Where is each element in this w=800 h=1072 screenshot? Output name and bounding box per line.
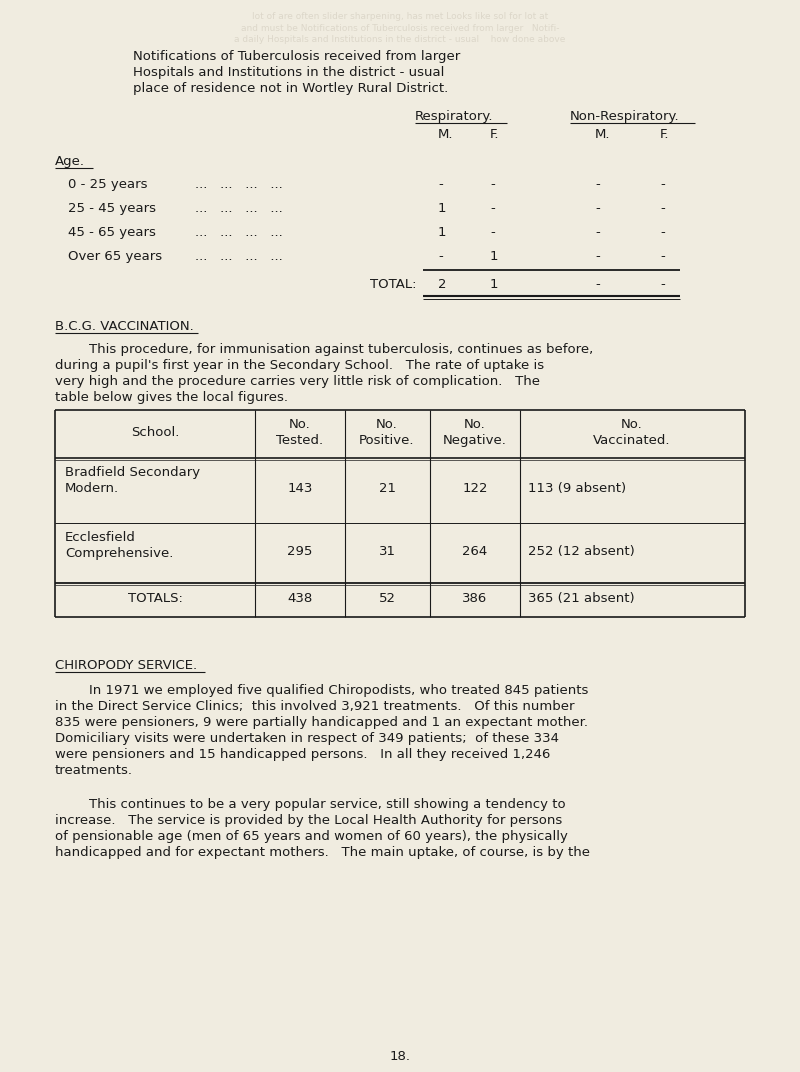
Text: Negative.: Negative. bbox=[443, 434, 507, 447]
Text: 122: 122 bbox=[462, 482, 488, 495]
Text: -: - bbox=[438, 250, 442, 263]
Text: This continues to be a very popular service, still showing a tendency to: This continues to be a very popular serv… bbox=[55, 798, 566, 812]
Text: M.: M. bbox=[438, 128, 454, 142]
Text: and must be Notifications of Tuberculosis received from larger   Notifi-: and must be Notifications of Tuberculosi… bbox=[241, 24, 559, 33]
Text: place of residence not in Wortley Rural District.: place of residence not in Wortley Rural … bbox=[133, 81, 448, 95]
Text: Hospitals and Institutions in the district - usual: Hospitals and Institutions in the distri… bbox=[133, 66, 444, 79]
Text: -: - bbox=[490, 226, 494, 239]
Text: 1: 1 bbox=[490, 250, 498, 263]
Text: were pensioners and 15 handicapped persons.   In all they received 1,246: were pensioners and 15 handicapped perso… bbox=[55, 748, 550, 761]
Text: TOTALS:: TOTALS: bbox=[127, 592, 182, 605]
Text: lot of are often slider sharpening, has met Looks like sol for lot at: lot of are often slider sharpening, has … bbox=[252, 12, 548, 21]
Text: in the Direct Service Clinics;  this involved 3,921 treatments.   Of this number: in the Direct Service Clinics; this invo… bbox=[55, 700, 574, 713]
Text: No.: No. bbox=[289, 418, 311, 431]
Text: Tested.: Tested. bbox=[277, 434, 323, 447]
Text: -: - bbox=[438, 178, 442, 191]
Text: -: - bbox=[660, 278, 665, 291]
Text: No.: No. bbox=[464, 418, 486, 431]
Text: 25 - 45 years: 25 - 45 years bbox=[68, 202, 156, 215]
Text: B.C.G. VACCINATION.: B.C.G. VACCINATION. bbox=[55, 321, 194, 333]
Text: 2: 2 bbox=[438, 278, 446, 291]
Text: Notifications of Tuberculosis received from larger: Notifications of Tuberculosis received f… bbox=[133, 50, 460, 63]
Text: 113 (9 absent): 113 (9 absent) bbox=[528, 482, 626, 495]
Text: -: - bbox=[595, 250, 600, 263]
Text: F.: F. bbox=[660, 128, 670, 142]
Text: This procedure, for immunisation against tuberculosis, continues as before,: This procedure, for immunisation against… bbox=[55, 343, 594, 356]
Text: Bradfield Secondary: Bradfield Secondary bbox=[65, 466, 200, 479]
Text: -: - bbox=[595, 226, 600, 239]
Text: during a pupil's first year in the Secondary School.   The rate of uptake is: during a pupil's first year in the Secon… bbox=[55, 359, 544, 372]
Text: 252 (12 absent): 252 (12 absent) bbox=[528, 545, 634, 559]
Text: No.: No. bbox=[621, 418, 643, 431]
Text: 264: 264 bbox=[462, 545, 488, 559]
Text: ...   ...   ...   ...: ... ... ... ... bbox=[195, 202, 282, 215]
Text: ...   ...   ...   ...: ... ... ... ... bbox=[195, 178, 282, 191]
Text: Non-Respiratory.: Non-Respiratory. bbox=[570, 110, 680, 123]
Text: 295: 295 bbox=[287, 545, 313, 559]
Text: 45 - 65 years: 45 - 65 years bbox=[68, 226, 156, 239]
Text: 1: 1 bbox=[490, 278, 498, 291]
Text: -: - bbox=[595, 178, 600, 191]
Text: handicapped and for expectant mothers.   The main uptake, of course, is by the: handicapped and for expectant mothers. T… bbox=[55, 846, 590, 859]
Text: Domiciliary visits were undertaken in respect of 349 patients;  of these 334: Domiciliary visits were undertaken in re… bbox=[55, 732, 559, 745]
Text: -: - bbox=[660, 250, 665, 263]
Text: F.: F. bbox=[490, 128, 499, 142]
Text: 21: 21 bbox=[378, 482, 395, 495]
Text: treatments.: treatments. bbox=[55, 764, 133, 777]
Text: Comprehensive.: Comprehensive. bbox=[65, 547, 174, 560]
Text: Age.: Age. bbox=[55, 155, 85, 168]
Text: -: - bbox=[595, 278, 600, 291]
Text: ...   ...   ...   ...: ... ... ... ... bbox=[195, 226, 282, 239]
Text: increase.   The service is provided by the Local Health Authority for persons: increase. The service is provided by the… bbox=[55, 814, 562, 827]
Text: 1: 1 bbox=[438, 226, 446, 239]
Text: -: - bbox=[595, 202, 600, 215]
Text: of pensionable age (men of 65 years and women of 60 years), the physically: of pensionable age (men of 65 years and … bbox=[55, 830, 568, 843]
Text: Over 65 years: Over 65 years bbox=[68, 250, 162, 263]
Text: 365 (21 absent): 365 (21 absent) bbox=[528, 592, 634, 605]
Text: very high and the procedure carries very little risk of complication.   The: very high and the procedure carries very… bbox=[55, 375, 540, 388]
Text: Vaccinated.: Vaccinated. bbox=[594, 434, 670, 447]
Text: ...   ...   ...   ...: ... ... ... ... bbox=[195, 250, 282, 263]
Text: M.: M. bbox=[595, 128, 610, 142]
Text: 18.: 18. bbox=[390, 1049, 410, 1063]
Text: -: - bbox=[490, 202, 494, 215]
Text: -: - bbox=[660, 202, 665, 215]
Text: School.: School. bbox=[131, 426, 179, 440]
Text: Modern.: Modern. bbox=[65, 482, 119, 495]
Text: Ecclesfield: Ecclesfield bbox=[65, 531, 136, 544]
Text: 0 - 25 years: 0 - 25 years bbox=[68, 178, 147, 191]
Text: a daily Hospitals and Institutions in the district - usual    how done above: a daily Hospitals and Institutions in th… bbox=[234, 35, 566, 44]
Text: Positive.: Positive. bbox=[359, 434, 414, 447]
Text: 386: 386 bbox=[462, 592, 488, 605]
Text: -: - bbox=[490, 178, 494, 191]
Text: 438: 438 bbox=[287, 592, 313, 605]
Text: 31: 31 bbox=[378, 545, 395, 559]
Text: CHIROPODY SERVICE.: CHIROPODY SERVICE. bbox=[55, 659, 197, 672]
Text: TOTAL:: TOTAL: bbox=[370, 278, 417, 291]
Text: 143: 143 bbox=[287, 482, 313, 495]
Text: table below gives the local figures.: table below gives the local figures. bbox=[55, 391, 288, 404]
Text: 835 were pensioners, 9 were partially handicapped and 1 an expectant mother.: 835 were pensioners, 9 were partially ha… bbox=[55, 716, 588, 729]
Text: -: - bbox=[660, 226, 665, 239]
Text: Respiratory.: Respiratory. bbox=[415, 110, 494, 123]
Text: In 1971 we employed five qualified Chiropodists, who treated 845 patients: In 1971 we employed five qualified Chiro… bbox=[55, 684, 588, 697]
Text: 52: 52 bbox=[378, 592, 395, 605]
Text: -: - bbox=[660, 178, 665, 191]
Text: No.: No. bbox=[376, 418, 398, 431]
Text: 1: 1 bbox=[438, 202, 446, 215]
